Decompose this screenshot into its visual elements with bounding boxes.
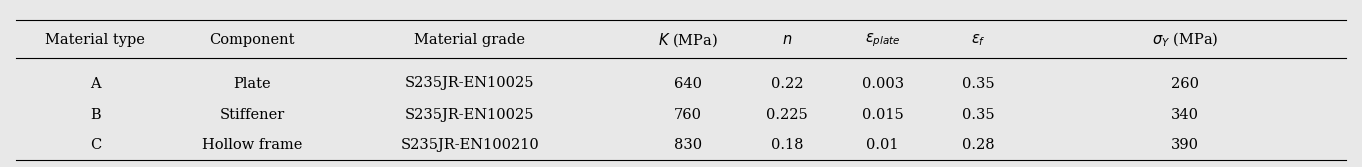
Text: 0.015: 0.015	[862, 108, 903, 122]
Text: 0.18: 0.18	[771, 138, 804, 152]
Text: 0.35: 0.35	[962, 108, 994, 122]
Text: 640: 640	[674, 76, 701, 91]
Text: 0.01: 0.01	[866, 138, 899, 152]
Text: C: C	[90, 138, 101, 152]
Text: S235JR-EN100210: S235JR-EN100210	[400, 138, 539, 152]
Text: 0.35: 0.35	[962, 76, 994, 91]
Text: Hollow frame: Hollow frame	[202, 138, 302, 152]
Text: 830: 830	[674, 138, 701, 152]
Text: B: B	[90, 108, 101, 122]
Text: 0.225: 0.225	[767, 108, 808, 122]
Text: Material type: Material type	[45, 33, 146, 47]
Text: Stiffener: Stiffener	[219, 108, 285, 122]
Text: $n$: $n$	[782, 33, 793, 47]
Text: $K$ (MPa): $K$ (MPa)	[658, 31, 718, 49]
Text: $\varepsilon_{plate}$: $\varepsilon_{plate}$	[865, 31, 900, 49]
Text: 0.003: 0.003	[862, 76, 903, 91]
Text: 390: 390	[1171, 138, 1199, 152]
Text: Material grade: Material grade	[414, 33, 526, 47]
Text: 340: 340	[1171, 108, 1199, 122]
Text: S235JR-EN10025: S235JR-EN10025	[405, 76, 535, 91]
Text: $\varepsilon_f$: $\varepsilon_f$	[971, 32, 985, 48]
Text: Plate: Plate	[233, 76, 271, 91]
Text: $\sigma_Y$ (MPa): $\sigma_Y$ (MPa)	[1152, 31, 1218, 49]
Text: S235JR-EN10025: S235JR-EN10025	[405, 108, 535, 122]
Text: Component: Component	[210, 33, 294, 47]
Text: 760: 760	[674, 108, 701, 122]
Text: 0.22: 0.22	[771, 76, 804, 91]
Text: 260: 260	[1171, 76, 1199, 91]
Text: A: A	[90, 76, 101, 91]
Text: 0.28: 0.28	[962, 138, 994, 152]
